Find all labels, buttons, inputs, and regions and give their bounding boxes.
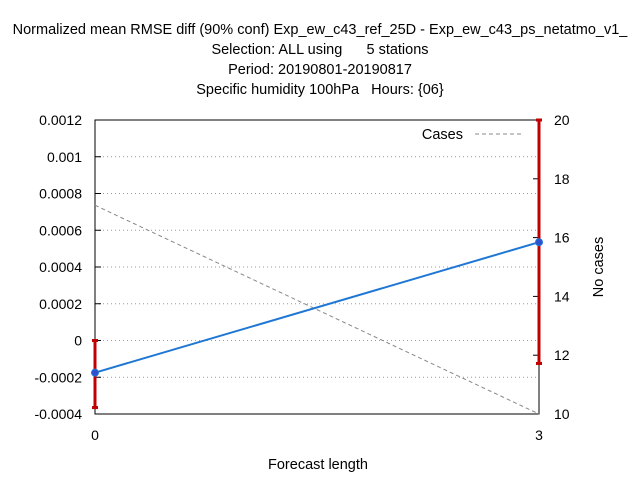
y2-tick-label: 12: [554, 347, 570, 363]
data-point: [91, 368, 99, 377]
plot-frame: [94, 119, 540, 415]
y2-tick-label: 18: [554, 171, 570, 187]
series-layer: [91, 118, 543, 415]
y2-tick-label: 20: [554, 112, 570, 128]
y-tick-label: 0.0006: [39, 222, 82, 238]
y-tick-label: 0.0008: [39, 186, 82, 202]
y2-axis-label: No cases: [591, 237, 607, 297]
x-tick-label: 3: [535, 427, 543, 443]
y-tick-label: 0.001: [47, 149, 82, 165]
legend: Cases: [422, 127, 522, 143]
series-line-rmse-diff: [94, 241, 540, 374]
y-tick-label: 0: [74, 333, 82, 349]
series-line-cases: [94, 204, 540, 415]
legend-label-cases: Cases: [422, 127, 463, 143]
y2-tick-label: 16: [554, 230, 570, 246]
chart-title-line-1: Normalized mean RMSE diff (90% conf) Exp…: [12, 22, 628, 38]
y-tick-label: 0.0012: [39, 112, 82, 128]
x-tick-label: 0: [91, 427, 99, 443]
y2-tick-label: 14: [554, 288, 570, 304]
data-point: [535, 238, 543, 247]
grid-layer: [95, 156, 539, 378]
y-tick-label: 0.0002: [39, 296, 82, 312]
ticks-layer: 0.0012 0.001 0.0008 0.0006 0.0004 0.0002 0 -0.0…: [35, 112, 570, 443]
y-tick-label: -0.0004: [35, 406, 83, 422]
y2-tick-label: 10: [554, 406, 570, 422]
chart-title-line-4: Specific humidity 100hPa Hours: {06}: [196, 82, 444, 98]
chart-title-line-2: Selection: ALL using 5 stations: [211, 42, 429, 58]
y-tick-label: 0.0004: [39, 259, 82, 275]
x-axis-label: Forecast length: [268, 457, 368, 473]
chart-title-line-3: Period: 20190801-20190817: [228, 62, 412, 78]
y-tick-label: -0.0002: [35, 369, 83, 385]
